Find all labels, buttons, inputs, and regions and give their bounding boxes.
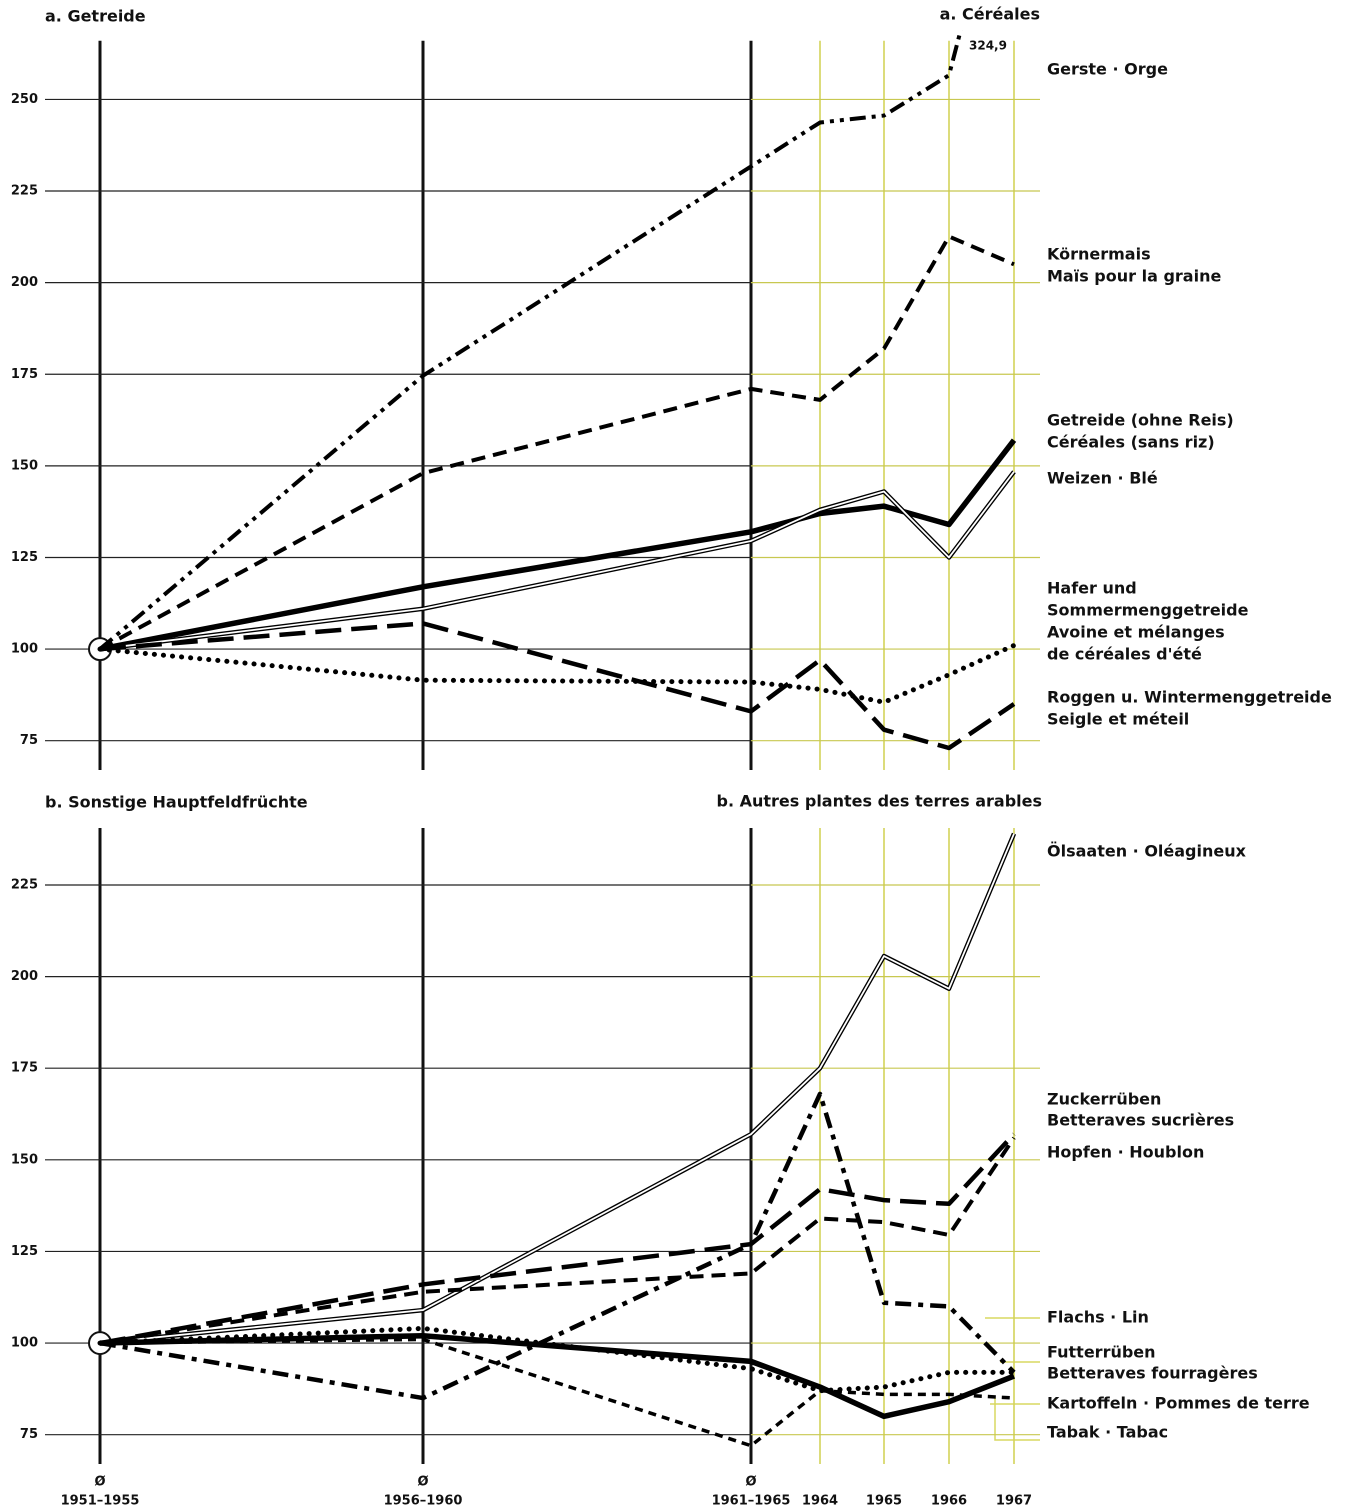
series-group [97, 832, 1017, 1448]
series-line [98, 30, 963, 651]
x-tick-label: Ø [94, 1475, 105, 1490]
y-tick-label: 150 [11, 458, 38, 473]
y-tick-label: 200 [11, 275, 38, 290]
panel-title: a. Getreide [45, 7, 146, 26]
series-line [99, 1132, 1016, 1346]
x-tick-label: 1964 [802, 1494, 838, 1509]
x-tick-label: 1951–1955 [61, 1494, 140, 1509]
y-tick-label: 200 [11, 969, 38, 984]
y-tick-label: 75 [20, 1427, 38, 1442]
y-tick-label: 225 [11, 184, 38, 199]
y-tick-label: 175 [11, 367, 38, 382]
series-line [99, 1332, 1016, 1420]
x-tick-label: 1961–1965 [712, 1494, 791, 1509]
x-tick-label: 1965 [866, 1494, 902, 1509]
legend-label: Zuckerrüben [1047, 1090, 1161, 1109]
x-tick-label: Ø [745, 1475, 756, 1490]
legend-label: Céréales (sans riz) [1047, 433, 1215, 452]
legend-label: Roggen u. Wintermenggetreide [1047, 688, 1332, 707]
legend-label: Avoine et mélanges [1047, 623, 1225, 642]
panel-title: b. Sonstige Hauptfeldfrüchte [45, 793, 308, 812]
y-tick-label: 175 [11, 1061, 38, 1076]
legend-label: Sommermenggetreide [1047, 601, 1249, 620]
legend-label: Betteraves fourragères [1047, 1364, 1258, 1383]
series-line [99, 832, 1017, 1346]
legend-label: Betteraves sucrières [1047, 1111, 1234, 1130]
x-tick-label: 1967 [996, 1494, 1032, 1509]
legend-label: Gerste · Orge [1047, 60, 1168, 79]
legend-label: Seigle et méteil [1047, 710, 1189, 729]
x-tick-label: 1966 [931, 1494, 967, 1509]
y-tick-label: 100 [11, 1336, 38, 1351]
y-tick-label: 75 [20, 733, 38, 748]
legend-label: Weizen · Blé [1047, 469, 1158, 488]
series-line [99, 438, 1017, 652]
legend-label: Getreide (ohne Reis) [1047, 411, 1234, 430]
x-tick-label: Ø [417, 1475, 428, 1490]
legend-label: Hafer und [1047, 579, 1137, 598]
y-tick-label: 225 [11, 877, 38, 892]
legend-label: Maïs pour la graine [1047, 267, 1221, 286]
legend-label: Kartoffeln · Pommes de terre [1047, 1394, 1310, 1413]
panel: 75 100 125 150 175 200 225 250 [11, 40, 1040, 770]
value-label: 324,9 [969, 38, 1007, 52]
series-line [99, 1337, 1015, 1448]
panel-title-right: a. Céréales [940, 5, 1040, 24]
y-tick-label: 125 [11, 1244, 38, 1259]
y-tick-label: 125 [11, 550, 38, 565]
y-tick-label: 250 [11, 92, 38, 107]
series-line [99, 1091, 1016, 1401]
legend-label: Hopfen · Houblon [1047, 1143, 1204, 1162]
legend-label: Ölsaaten · Oléagineux [1047, 842, 1247, 861]
series-line [97, 642, 1017, 705]
y-tick-label: 100 [11, 642, 38, 657]
series-line [99, 234, 1015, 651]
legend-label: Tabak · Tabac [1047, 1423, 1168, 1442]
legend-label: Flachs · Lin [1047, 1308, 1149, 1327]
x-tick-label: 1956–1960 [384, 1494, 463, 1509]
panel: 75 100 125 150 175 200 225 [11, 828, 1040, 1464]
legend-label: de céréales d'été [1047, 645, 1202, 664]
series-line [99, 621, 1016, 751]
legend-label: Futterrüben [1047, 1343, 1156, 1362]
panel-title-right: b. Autres plantes des terres arables [717, 792, 1043, 811]
legend-label: Körnermais [1047, 245, 1151, 264]
series-line-inner [99, 833, 1015, 1344]
y-tick-label: 150 [11, 1152, 38, 1167]
callouts [985, 1317, 1040, 1441]
series-group [97, 30, 1017, 751]
series-line-inner [99, 471, 1015, 650]
